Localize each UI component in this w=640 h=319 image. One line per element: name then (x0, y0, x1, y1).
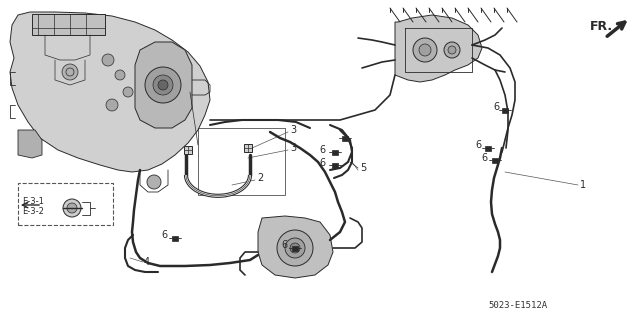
Bar (244, 144, 252, 152)
Circle shape (448, 46, 456, 54)
Text: 3: 3 (290, 143, 296, 153)
Bar (492, 158, 498, 162)
Circle shape (419, 44, 431, 56)
Circle shape (123, 87, 133, 97)
Circle shape (145, 67, 181, 103)
Text: 6: 6 (494, 102, 500, 112)
Text: E-3-1: E-3-1 (22, 197, 44, 206)
Circle shape (147, 175, 161, 189)
Text: 2: 2 (257, 173, 263, 183)
Polygon shape (395, 15, 482, 82)
Circle shape (290, 243, 300, 253)
Circle shape (115, 70, 125, 80)
Polygon shape (10, 12, 210, 172)
Polygon shape (32, 14, 105, 35)
Circle shape (102, 54, 114, 66)
Circle shape (444, 42, 460, 58)
Bar (184, 146, 192, 154)
Bar (342, 136, 348, 140)
Text: 6: 6 (482, 153, 488, 163)
Bar (502, 108, 508, 113)
Text: E-3-2: E-3-2 (22, 207, 44, 217)
Bar (332, 150, 338, 154)
Circle shape (413, 38, 437, 62)
Circle shape (63, 199, 81, 217)
Text: FR.: FR. (590, 20, 613, 33)
Text: 5: 5 (360, 163, 366, 173)
Bar (18, 183, 113, 225)
Bar (485, 145, 491, 151)
Text: 3: 3 (290, 125, 296, 135)
Bar (332, 162, 338, 167)
Text: 6: 6 (476, 140, 482, 150)
Circle shape (62, 64, 78, 80)
Text: 6: 6 (319, 145, 325, 155)
Circle shape (153, 75, 173, 95)
Polygon shape (258, 216, 333, 278)
Circle shape (277, 230, 313, 266)
Text: 4: 4 (144, 257, 150, 267)
Bar (172, 235, 178, 241)
Bar (292, 246, 298, 250)
Text: 5023-E1512A: 5023-E1512A (488, 301, 547, 310)
Circle shape (67, 203, 77, 213)
Circle shape (106, 99, 118, 111)
Polygon shape (135, 42, 192, 128)
Circle shape (285, 238, 305, 258)
Text: 6: 6 (162, 230, 168, 240)
Polygon shape (18, 130, 42, 158)
Circle shape (158, 80, 168, 90)
Text: 6: 6 (282, 240, 288, 250)
Text: 1: 1 (580, 180, 586, 190)
Text: 6: 6 (319, 158, 325, 168)
